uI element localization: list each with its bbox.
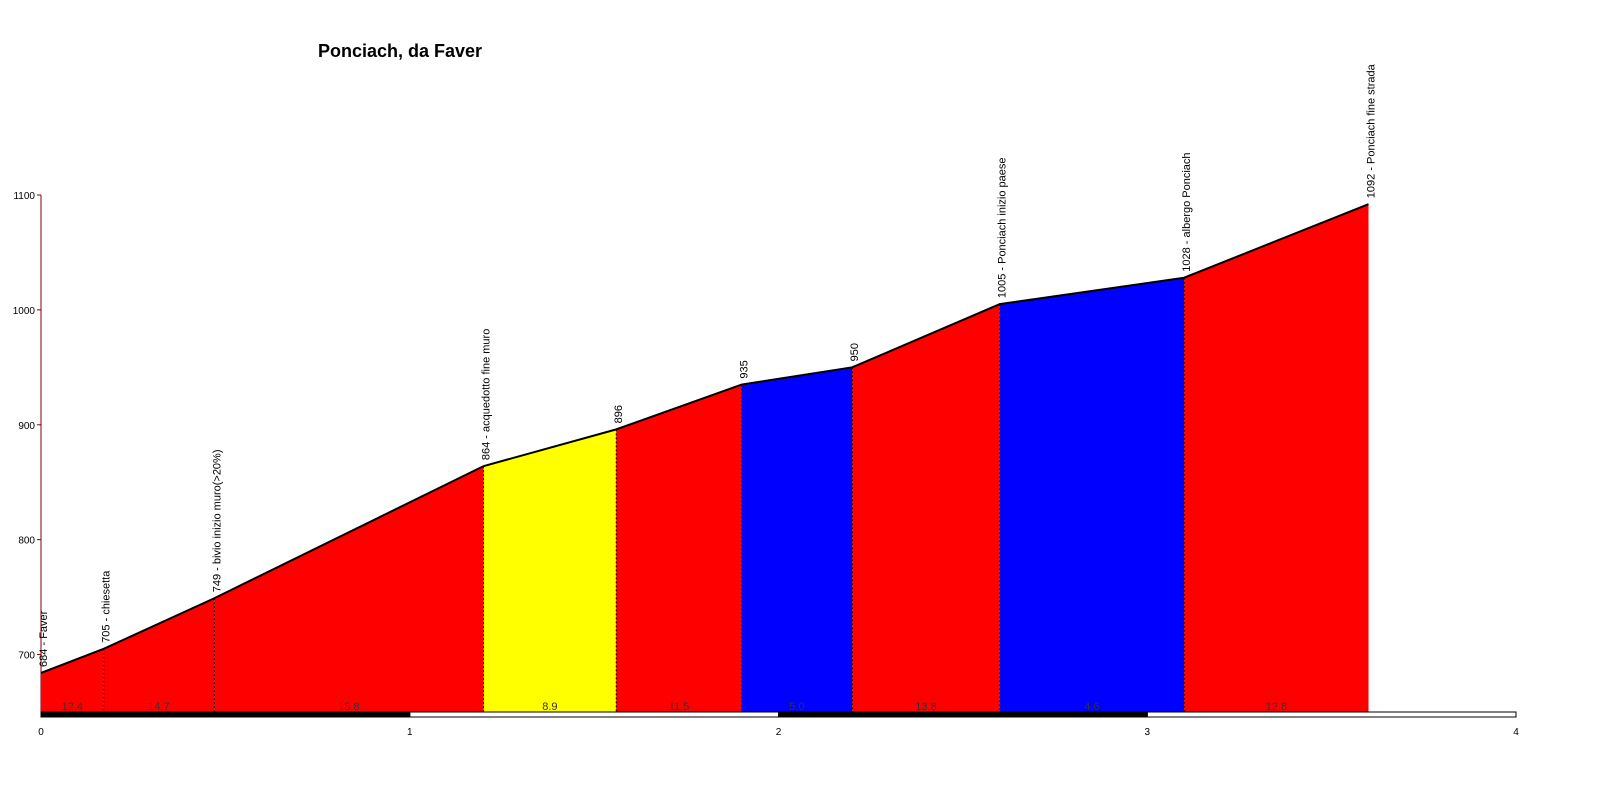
- x-tick-label: 3: [1144, 727, 1150, 738]
- gradient-label: 12.4: [62, 701, 83, 713]
- scale-bar: [409, 711, 779, 718]
- point-label: 864 - acquedotto fine muro: [481, 329, 493, 460]
- gradient-label: 14.7: [148, 701, 169, 713]
- y-tick-label: 700: [18, 651, 35, 662]
- segment: [741, 367, 853, 712]
- y-tick-label: 900: [18, 421, 35, 432]
- gradient-label: 8.9: [542, 701, 557, 713]
- segment: [852, 304, 1000, 712]
- y-tick-label: 800: [18, 536, 35, 547]
- segment: [999, 277, 1185, 712]
- gradient-label: 11.5: [669, 701, 690, 713]
- point-label: 896: [613, 405, 625, 423]
- segment: [103, 598, 215, 712]
- point-label: 935: [739, 360, 751, 378]
- gradient-label: 15.8: [338, 701, 359, 713]
- point-label: 1028 - albergo Ponciach: [1181, 152, 1193, 271]
- point-label: 684 - Faver: [38, 610, 50, 667]
- segment: [483, 429, 617, 712]
- point-label: 1092 - Ponciach fine strada: [1366, 63, 1378, 198]
- segment: [41, 648, 104, 712]
- y-tick-label: 1100: [13, 191, 35, 202]
- y-tick-label: 1000: [13, 306, 36, 317]
- chart-title: Ponciach, da Faver: [318, 41, 482, 61]
- point-label: 749 - bivio inizio muro(>20%): [211, 449, 223, 592]
- point-label: 950: [849, 343, 861, 361]
- x-tick-label: 2: [776, 727, 782, 738]
- scale-bar: [1146, 711, 1517, 718]
- x-tick-label: 4: [1513, 727, 1519, 738]
- gradient-label: 4.6: [1084, 701, 1099, 713]
- profile-line: [40, 203, 1369, 674]
- scale-bar: [778, 711, 1148, 718]
- gradient-label: 12.8: [1266, 701, 1287, 713]
- point-label: 1005 - Ponciach inizio paese: [997, 157, 1009, 298]
- segment: [616, 384, 742, 712]
- x-tick-label: 1: [407, 727, 413, 738]
- scale-bar: [40, 711, 411, 718]
- gradient-label: 13.8: [915, 701, 936, 713]
- segment: [1184, 204, 1369, 713]
- x-tick-label: 0: [38, 727, 44, 738]
- point-label: 705 - chiesetta: [101, 570, 113, 643]
- gradient-label: 5.0: [789, 701, 804, 713]
- segment: [214, 466, 484, 712]
